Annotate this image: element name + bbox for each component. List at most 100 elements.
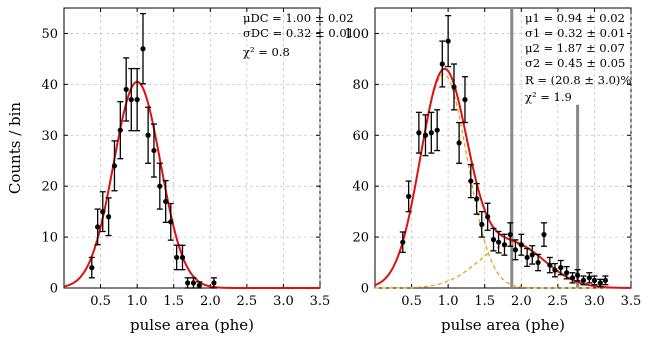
right-x-tick-label: 2.0 xyxy=(511,294,532,309)
left-x-tick-label: 1.5 xyxy=(163,294,184,309)
right-data-point xyxy=(468,178,474,184)
right-data-point xyxy=(518,242,524,248)
right-annotation-sigma1: σ1 = 0.32 ± 0.01 xyxy=(525,26,625,40)
right-data-point xyxy=(512,247,519,253)
right-data-point xyxy=(439,61,445,67)
right-data-point xyxy=(434,127,440,133)
right-data-point xyxy=(597,280,603,286)
left-data-point xyxy=(111,163,118,169)
right-data-point xyxy=(501,242,508,248)
right-x-tick-label: 0.5 xyxy=(401,294,422,309)
right-fit-component-2 xyxy=(375,242,632,289)
right-x-tick-label: 2.5 xyxy=(548,294,569,309)
right-annotation-chi2: χ² = 1.9 xyxy=(525,90,572,104)
right-data-point xyxy=(558,265,564,271)
right-data-point xyxy=(569,275,576,281)
left-data-point xyxy=(179,254,186,261)
left-x-tick-label: 0.5 xyxy=(90,294,111,309)
left-data-point xyxy=(185,280,191,286)
left-y-tick-label: 10 xyxy=(41,231,58,246)
right-chart: 0.5 1.0 1.5 2.0 2.5 3.0 3.5 0 20 40 60 80 100 pulse … xyxy=(344,7,641,334)
left-x-axis-label: pulse area (phe) xyxy=(130,316,254,334)
right-x-tick-label: 1.0 xyxy=(438,294,459,309)
right-fit-total-curve xyxy=(374,67,632,289)
right-data-point xyxy=(474,196,480,202)
right-data-point xyxy=(416,130,422,136)
right-fit-annotation: μ1 = 0.94 ± 0.02 σ1 = 0.32 ± 0.01 μ2 = 1… xyxy=(525,11,631,104)
left-x-tick-label: 3.0 xyxy=(273,294,294,309)
left-fit xyxy=(63,80,320,289)
left-fit-curve xyxy=(63,80,320,289)
left-data-point xyxy=(168,219,174,225)
left-chart: 0.5 1.0 1.5 2.0 2.5 3.0 3.5 0 10 20 30 40 50 Counts … xyxy=(6,7,354,334)
right-y-tick-label: 100 xyxy=(344,27,369,42)
right-data-point xyxy=(541,231,547,238)
right-data-point xyxy=(564,270,570,276)
right-data-point xyxy=(490,237,497,243)
left-y-axis-label: Counts / bin xyxy=(6,102,24,195)
left-x-tick-label: 2.0 xyxy=(200,294,221,309)
right-fit-component-1 xyxy=(374,73,631,289)
right-data-point xyxy=(580,277,587,283)
left-data-point xyxy=(117,127,123,133)
right-annotation-sigma2: σ2 = 0.45 ± 0.05 xyxy=(525,56,625,70)
left-data-point xyxy=(89,265,95,271)
left-data-point xyxy=(145,132,151,138)
right-data-point xyxy=(400,239,406,245)
left-data-point xyxy=(106,214,112,220)
right-data-point xyxy=(485,214,491,220)
right-data-point xyxy=(456,140,462,146)
right-data-point xyxy=(591,277,598,283)
right-data-point xyxy=(575,272,581,278)
right-data-point xyxy=(462,97,468,103)
right-ticks: 0.5 1.0 1.5 2.0 2.5 3.0 3.5 0 20 40 60 80 100 xyxy=(344,8,641,309)
left-grid xyxy=(64,8,321,288)
left-data-point xyxy=(134,97,140,103)
right-y-tick-label: 20 xyxy=(352,231,369,246)
right-y-tick-label: 40 xyxy=(352,180,369,195)
right-annotation-mu2: μ2 = 1.87 ± 0.07 xyxy=(525,41,625,55)
left-data-point xyxy=(196,282,202,289)
right-grid xyxy=(375,8,632,288)
left-data-point xyxy=(151,147,157,154)
right-data-point xyxy=(552,267,558,273)
left-x-tick-label: 3.5 xyxy=(310,294,331,309)
left-x-tick-label: 1.0 xyxy=(127,294,148,309)
right-y-tick-label: 80 xyxy=(352,78,369,93)
right-x-axis-label: pulse area (phe) xyxy=(441,316,565,334)
right-annotation-ratio: R = (20.8 ± 3.0)% xyxy=(525,73,631,87)
left-y-tick-label: 40 xyxy=(41,78,58,93)
right-x-tick-label: 3.5 xyxy=(621,294,642,309)
left-data-point xyxy=(190,280,197,286)
right-data-point xyxy=(406,193,412,199)
left-ticks: 0.5 1.0 1.5 2.0 2.5 3.0 3.5 0 10 20 30 40 50 xyxy=(41,8,330,309)
left-data-point xyxy=(163,198,169,205)
right-data-point xyxy=(586,275,592,281)
left-y-tick-label: 50 xyxy=(41,27,58,42)
left-fit-annotation: μDC = 1.00 ± 0.02 σDC = 0.32 ± 0.01 χ² =… xyxy=(243,11,354,59)
left-data-point xyxy=(174,254,180,261)
right-x-tick-label: 3.0 xyxy=(584,294,605,309)
left-data-point xyxy=(128,97,134,103)
left-annotation-chi2: χ² = 0.8 xyxy=(243,45,290,59)
right-y-tick-label: 0 xyxy=(361,282,369,297)
right-data-point xyxy=(524,254,530,261)
right-data-point xyxy=(451,84,457,90)
right-x-tick-label: 1.5 xyxy=(474,294,495,309)
left-y-tick-label: 0 xyxy=(50,282,58,297)
right-y-tick-label: 60 xyxy=(352,129,369,144)
right-annotation-mu1: μ1 = 0.94 ± 0.02 xyxy=(525,11,625,25)
left-data-point xyxy=(140,46,146,52)
right-data-point xyxy=(496,239,502,245)
left-annotation-mu: μDC = 1.00 ± 0.02 xyxy=(243,11,354,25)
left-annotation-sigma: σDC = 0.32 ± 0.01 xyxy=(243,26,354,40)
right-fit xyxy=(374,67,632,289)
left-data-point xyxy=(95,224,101,230)
left-x-tick-label: 2.5 xyxy=(237,294,258,309)
left-data-point xyxy=(211,280,217,286)
left-data-point xyxy=(157,183,163,189)
right-data-point xyxy=(602,277,609,283)
left-data-points xyxy=(88,12,217,289)
right-data-point xyxy=(445,38,451,44)
